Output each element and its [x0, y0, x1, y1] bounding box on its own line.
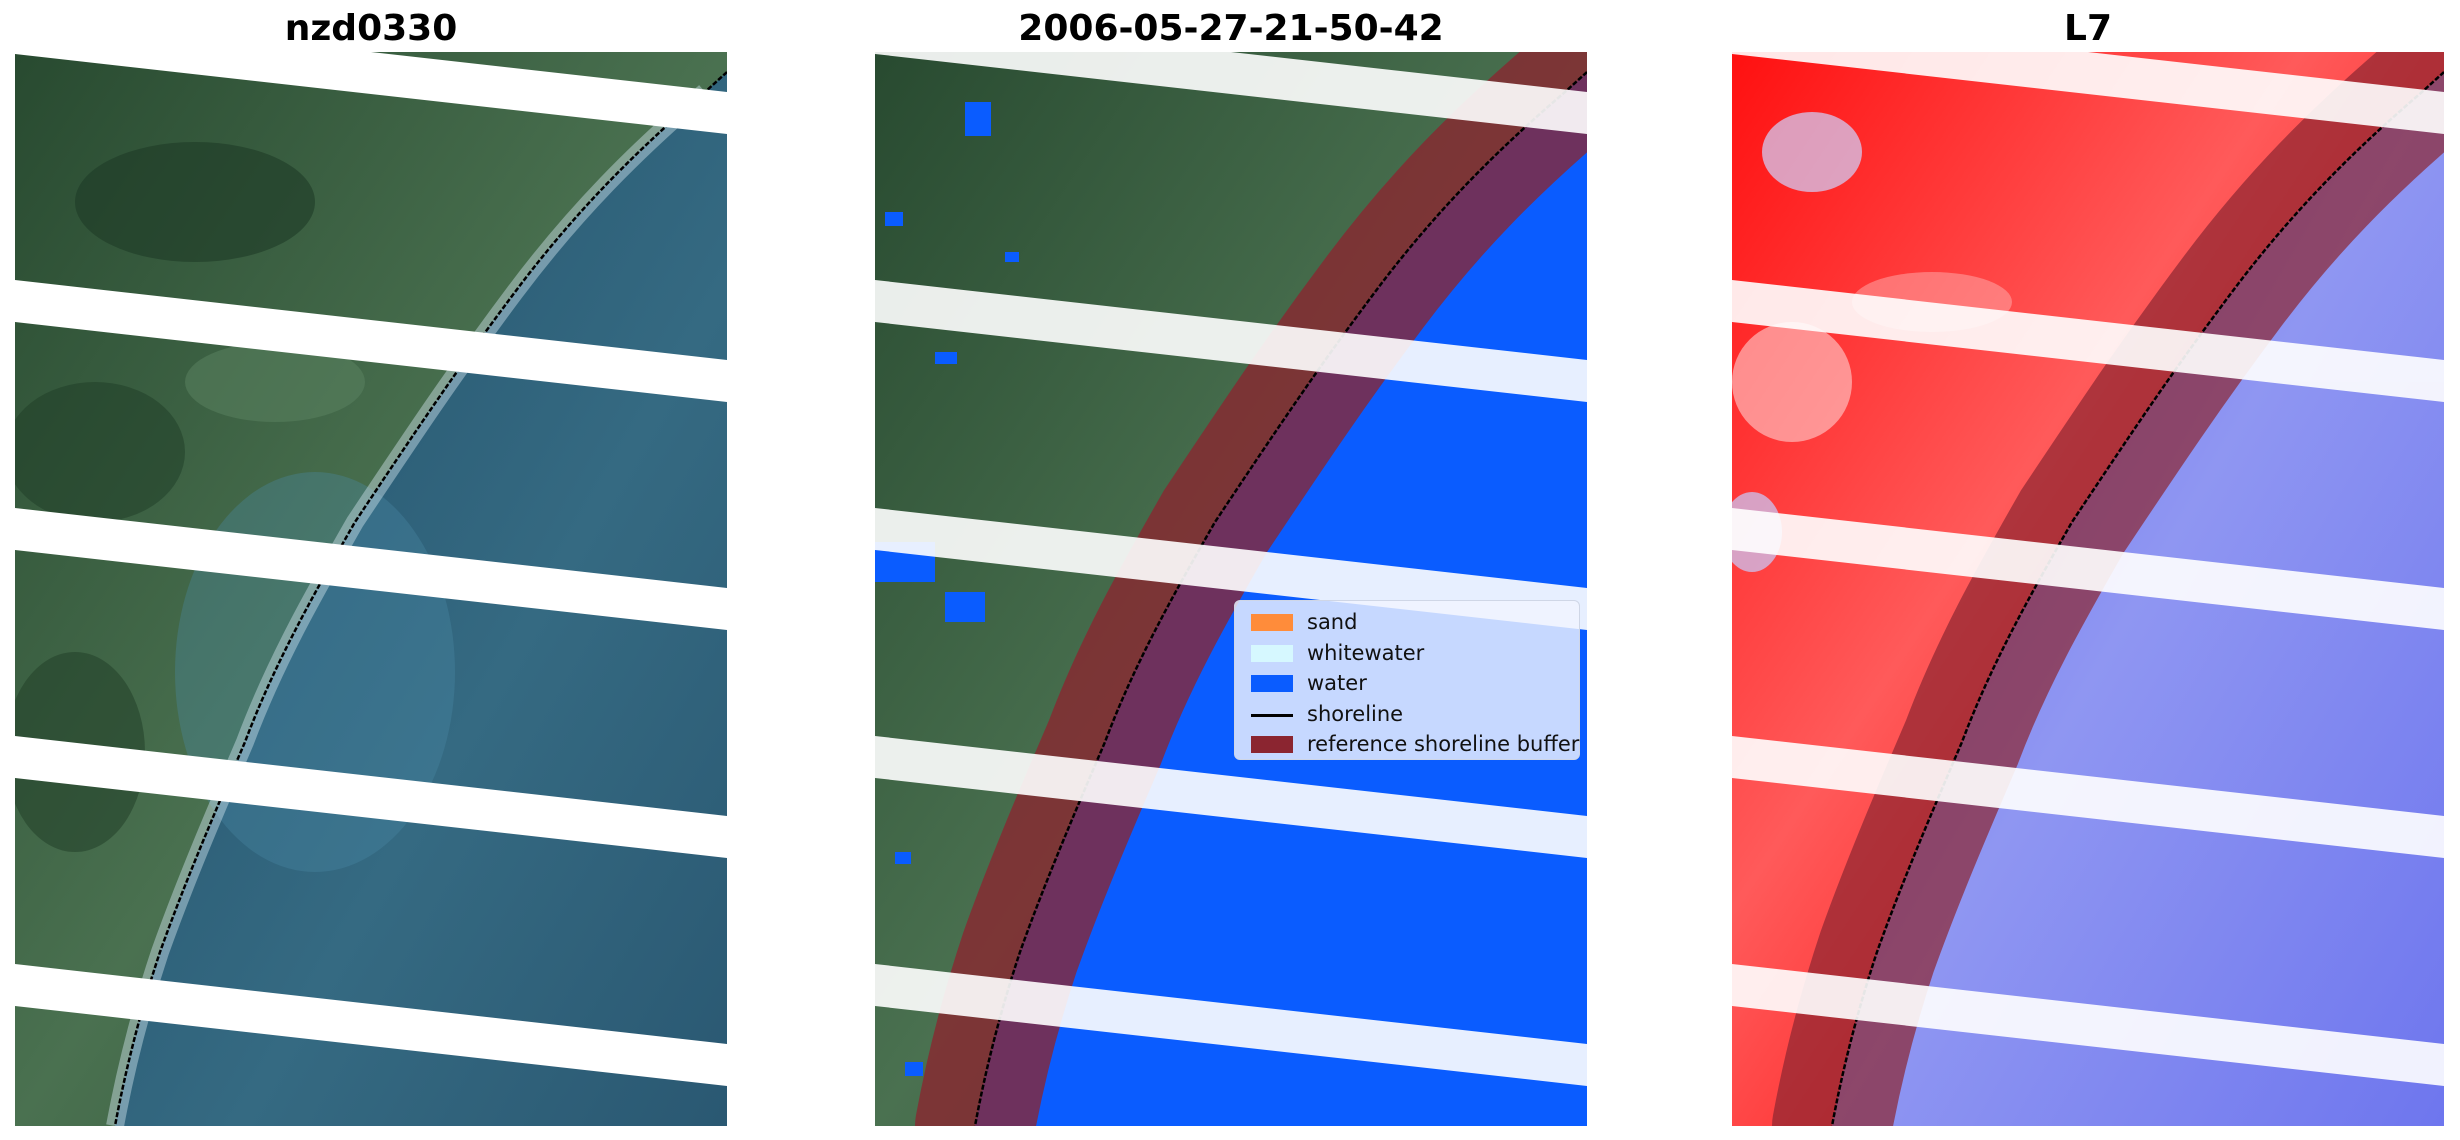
legend-label-sand: sand [1307, 610, 1358, 634]
legend-line-shoreline [1251, 713, 1293, 717]
legend-swatch-whitewater [1251, 644, 1293, 662]
legend-item-shoreline: shoreline [1243, 699, 1571, 730]
legend-swatch-reference-buffer [1251, 736, 1293, 753]
panel-title-index: L7 [2064, 8, 2112, 49]
negative-index-area [1832, 72, 2444, 1126]
legend-label-water: water [1307, 671, 1367, 695]
scan-line-gaps [1732, 52, 2444, 1086]
shoreline [973, 71, 1587, 1126]
rgb-image-panel [15, 52, 727, 1126]
scan-line-gaps [15, 52, 727, 1086]
classified-image-panel [875, 52, 1587, 1126]
scan-line-gaps [875, 52, 1587, 1086]
legend-swatch-water [1251, 675, 1293, 692]
legend-label-shoreline: shoreline [1307, 701, 1404, 726]
index-image-panel [1732, 52, 2444, 1126]
legend-item-whitewater: whitewater [1243, 638, 1571, 669]
legend-swatch-sand [1251, 614, 1293, 631]
sea-area [115, 72, 727, 1126]
legend-label-reference-buffer: reference shoreline buffer [1307, 732, 1580, 756]
legend-item-reference-buffer: reference shoreline buffer [1243, 729, 1579, 760]
panel-title-rgb: nzd0330 [284, 8, 458, 49]
water-class-area [975, 72, 1587, 1126]
legend: sand whitewater water shoreline referenc… [1234, 600, 1580, 760]
shoreline [1830, 71, 2444, 1126]
panel-title-classified: 2006-05-27-21-50-42 [1018, 8, 1444, 49]
legend-label-whitewater: whitewater [1307, 640, 1425, 665]
legend-item-water: water [1243, 668, 1571, 699]
legend-item-sand: sand [1243, 607, 1571, 638]
shoreline [113, 71, 727, 1126]
